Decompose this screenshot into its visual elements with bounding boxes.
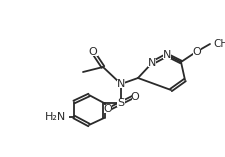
FancyBboxPatch shape — [104, 105, 112, 113]
FancyBboxPatch shape — [163, 51, 171, 59]
Text: O: O — [131, 92, 139, 102]
Text: H₂N: H₂N — [44, 112, 66, 122]
Text: N: N — [148, 58, 156, 68]
Text: N: N — [163, 50, 171, 60]
Text: CH₃: CH₃ — [213, 39, 225, 49]
FancyBboxPatch shape — [117, 99, 125, 107]
Text: O: O — [104, 104, 112, 114]
FancyBboxPatch shape — [132, 93, 140, 101]
FancyBboxPatch shape — [41, 113, 69, 121]
Text: N: N — [117, 79, 125, 89]
Text: O: O — [89, 47, 97, 57]
FancyBboxPatch shape — [148, 59, 156, 67]
Text: O: O — [193, 47, 201, 57]
FancyBboxPatch shape — [88, 48, 98, 56]
Text: S: S — [117, 98, 125, 108]
FancyBboxPatch shape — [117, 80, 125, 88]
FancyBboxPatch shape — [193, 48, 201, 56]
